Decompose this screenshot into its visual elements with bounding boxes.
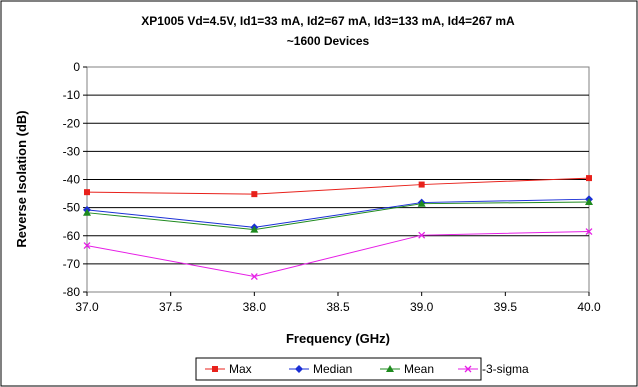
x-tick-label: 38.5 [326, 300, 350, 314]
chart-subtitle: ~1600 Devices [287, 34, 370, 48]
legend: Max Median Mean -3-sigma [205, 362, 529, 376]
legend-label: Mean [404, 362, 434, 376]
y-tick-label: -20 [63, 116, 81, 130]
y-axis-ticks: 0 -10 -20 -30 -40 -50 -60 -70 -80 [63, 60, 87, 299]
data-point [250, 225, 259, 233]
data-point [464, 365, 472, 373]
data-point [386, 365, 394, 372]
data-point [212, 366, 218, 372]
data-point [585, 228, 593, 235]
series-line [86, 177, 590, 195]
series-line [86, 231, 590, 278]
y-tick-label: -40 [63, 173, 81, 187]
y-tick-label: 0 [73, 60, 80, 74]
series-line [86, 201, 590, 231]
x-tick-label: 37.0 [75, 300, 99, 314]
data-point [295, 365, 303, 373]
data-point [84, 189, 90, 196]
legend-label: -3-sigma [482, 362, 529, 376]
data-point [585, 198, 593, 205]
y-tick-label: -30 [63, 144, 81, 158]
gridlines [87, 94, 589, 265]
legend-label: Max [229, 362, 252, 376]
y-tick-label: -50 [63, 201, 81, 215]
chart-title: XP1005 Vd=4.5V, Id1=33 mA, Id2=67 mA, Id… [141, 14, 515, 28]
y-tick-label: -80 [63, 285, 81, 299]
legend-box [195, 357, 482, 381]
data-point [586, 175, 592, 182]
data-point [418, 181, 425, 188]
data-point [251, 191, 258, 198]
x-tick-label: 40.0 [577, 300, 601, 314]
data-point [83, 208, 91, 216]
x-tick-label: 38.0 [243, 300, 267, 314]
y-axis-label: Reverse Isolation (dB) [14, 110, 29, 247]
y-tick-label: -60 [63, 229, 81, 243]
data-point [417, 199, 426, 207]
y-tick-label: -10 [63, 88, 81, 102]
x-tick-label: 37.5 [159, 300, 183, 314]
y-tick-label: -70 [63, 257, 81, 271]
series-line [86, 198, 590, 228]
series-group [83, 175, 593, 280]
legend-label: Median [313, 362, 352, 376]
x-tick-label: 39.5 [494, 300, 518, 314]
x-tick-label: 39.0 [410, 300, 434, 314]
x-axis-label: Frequency (GHz) [286, 331, 390, 346]
data-point [250, 273, 258, 280]
data-point [83, 242, 91, 250]
data-point [418, 231, 426, 239]
x-axis-ticks: 37.0 37.5 38.0 38.5 39.0 39.5 40.0 [75, 292, 601, 314]
